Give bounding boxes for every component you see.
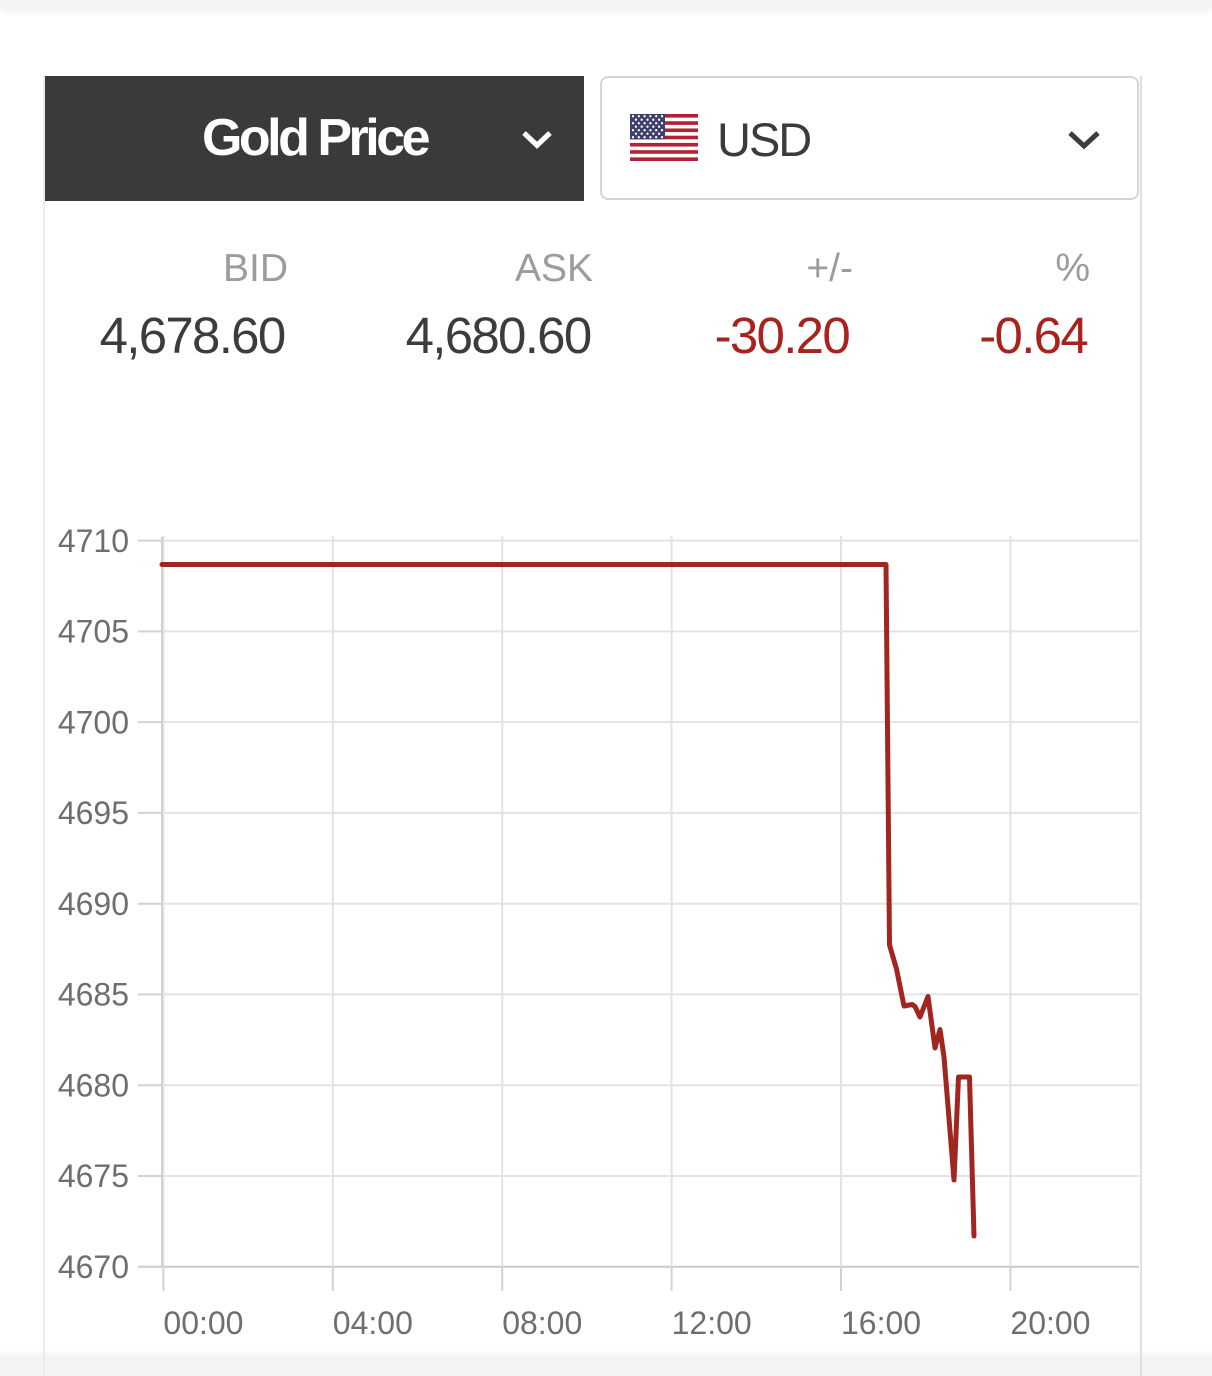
svg-text:4690: 4690 bbox=[58, 886, 129, 922]
svg-text:20:00: 20:00 bbox=[1010, 1305, 1090, 1341]
svg-text:00:00: 00:00 bbox=[163, 1305, 243, 1341]
svg-text:4675: 4675 bbox=[58, 1158, 129, 1194]
svg-text:4705: 4705 bbox=[58, 614, 129, 650]
svg-text:04:00: 04:00 bbox=[333, 1305, 413, 1341]
svg-text:4710: 4710 bbox=[58, 523, 129, 559]
svg-text:4670: 4670 bbox=[58, 1249, 129, 1285]
svg-text:12:00: 12:00 bbox=[672, 1305, 752, 1341]
svg-text:4685: 4685 bbox=[58, 977, 129, 1013]
svg-text:4700: 4700 bbox=[58, 704, 129, 740]
svg-text:4695: 4695 bbox=[58, 795, 129, 831]
svg-text:08:00: 08:00 bbox=[502, 1305, 582, 1341]
svg-text:16:00: 16:00 bbox=[841, 1305, 921, 1341]
svg-text:4680: 4680 bbox=[58, 1067, 129, 1103]
